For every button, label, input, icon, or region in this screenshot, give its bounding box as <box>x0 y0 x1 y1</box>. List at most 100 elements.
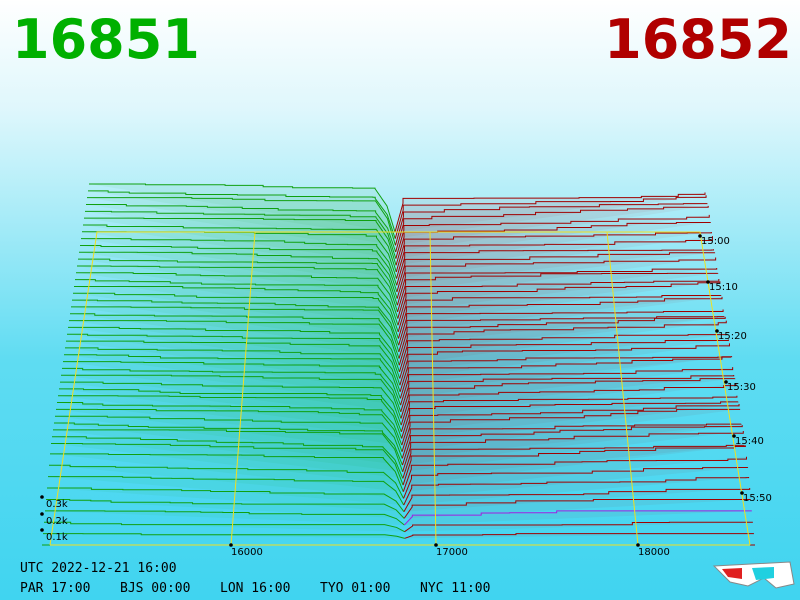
time-label: 15:00 <box>701 236 730 247</box>
frame <box>49 231 751 546</box>
ask-depth-line <box>399 339 729 379</box>
ask-depth-line <box>397 272 719 313</box>
world-clocks: PAR 17:00 BJS 00:00 LON 16:00 TYO 01:00 NYC … <box>20 581 490 596</box>
bid-depth-line <box>48 476 405 506</box>
grid-line <box>606 231 639 546</box>
tick-dot <box>698 234 702 238</box>
ask-depth-line <box>397 296 723 339</box>
bid-depth-line <box>85 210 397 259</box>
ask-depth-line <box>398 334 728 372</box>
time-label: 15:40 <box>735 436 764 447</box>
ask-depth-line <box>400 378 736 419</box>
time-label: 15:20 <box>718 331 747 342</box>
price-label: 17000 <box>436 547 468 558</box>
ask-depth-line <box>404 521 753 533</box>
bid-depth-line <box>78 258 398 306</box>
bid-depth-line <box>60 381 402 426</box>
cyan-lens <box>752 567 774 580</box>
tick-dot <box>40 512 44 516</box>
bid-depth-line <box>43 533 405 539</box>
grid-line <box>429 231 437 546</box>
clock-label: PAR 17:00 <box>20 581 90 596</box>
tick-dot <box>229 543 233 547</box>
ask-depth-line <box>401 408 741 452</box>
ask-depth-line <box>403 498 751 519</box>
bid-depth-line <box>52 436 404 479</box>
ask-depth-line <box>396 267 718 306</box>
ask-depth-line <box>394 195 707 239</box>
ask-depth-line <box>401 403 740 446</box>
bid-depth-line <box>88 190 396 239</box>
depth-surface <box>42 183 755 546</box>
bid-price: 16851 <box>12 8 200 71</box>
depth-label: 0.3k <box>46 499 68 510</box>
price-label: 18000 <box>638 547 670 558</box>
bid-depth-line <box>67 333 401 379</box>
ask-depth-line <box>401 425 743 466</box>
bid-depth-line <box>53 429 404 472</box>
bid-depth-line <box>45 510 405 526</box>
bid-depth-line <box>84 217 397 266</box>
depth-label: 0.2k <box>46 516 68 527</box>
tick-dot <box>732 434 736 438</box>
bid-depth-line <box>51 443 404 486</box>
ask-price: 16852 <box>604 8 792 71</box>
bid-depth-line <box>57 402 403 446</box>
tick-dot <box>724 380 728 384</box>
tick-dot <box>434 543 438 547</box>
bid-depth-line <box>47 487 405 513</box>
ask-depth-line <box>395 231 712 273</box>
ask-depth-line <box>396 257 717 299</box>
bid-depth-line <box>58 395 403 439</box>
tick-dot <box>636 543 640 547</box>
ask-depth-line <box>400 374 735 412</box>
ask-depth-line <box>403 488 751 512</box>
bid-depth-line <box>70 313 400 359</box>
bid-depth-line <box>59 388 402 432</box>
grid-line <box>230 231 256 546</box>
ask-depth-line <box>399 356 732 392</box>
ask-depth-line <box>397 294 722 333</box>
bid-depth-line <box>76 272 399 319</box>
tick-dot <box>40 495 44 499</box>
ask-depth-line <box>401 423 742 459</box>
clock-label: TYO 01:00 <box>320 581 390 596</box>
bid-depth-line <box>79 251 398 299</box>
price-label: 16000 <box>231 547 263 558</box>
ask-depth-line <box>397 278 720 319</box>
ask-depth-line <box>395 214 710 259</box>
ask-depth-line <box>402 456 747 492</box>
axis-labels: 0.3k 0.2k 0.1k 16000 17000 18000 15:00 15:10 15:… <box>40 234 772 558</box>
tick-dot <box>40 528 44 532</box>
ask-depth-line <box>403 467 749 499</box>
ask-depth-line <box>395 205 709 253</box>
glasses-frame <box>712 561 795 589</box>
ask-depth-line <box>403 476 750 506</box>
clock-label: LON 16:00 <box>220 581 290 596</box>
tick-dot <box>706 280 710 284</box>
red-lens <box>722 568 742 579</box>
clock-label: BJS 00:00 <box>120 581 190 596</box>
time-label: 15:50 <box>743 493 772 504</box>
ask-depth-line <box>403 510 752 526</box>
ask-depth-line <box>394 203 708 246</box>
bid-depth-line <box>61 374 402 419</box>
tick-dot <box>740 491 744 495</box>
utc-time: UTC 2022-12-21 16:00 <box>20 561 177 576</box>
time-label: 15:10 <box>709 282 738 293</box>
clock-label: NYC 11:00 <box>420 581 490 596</box>
ask-depth-line <box>404 533 754 539</box>
bid-depth-line <box>54 422 403 466</box>
ask-depth-line <box>402 431 744 472</box>
bid-depth-line <box>56 408 403 452</box>
bid-depth-line <box>50 453 404 492</box>
bid-depth-line <box>46 498 405 519</box>
ask-depth-line <box>398 316 725 353</box>
bid-depth-line <box>62 367 402 412</box>
bid-depth-line <box>49 464 404 499</box>
ask-depth-line <box>397 281 721 326</box>
ask-depth-line <box>396 252 716 293</box>
ask-depth-line <box>398 320 727 366</box>
